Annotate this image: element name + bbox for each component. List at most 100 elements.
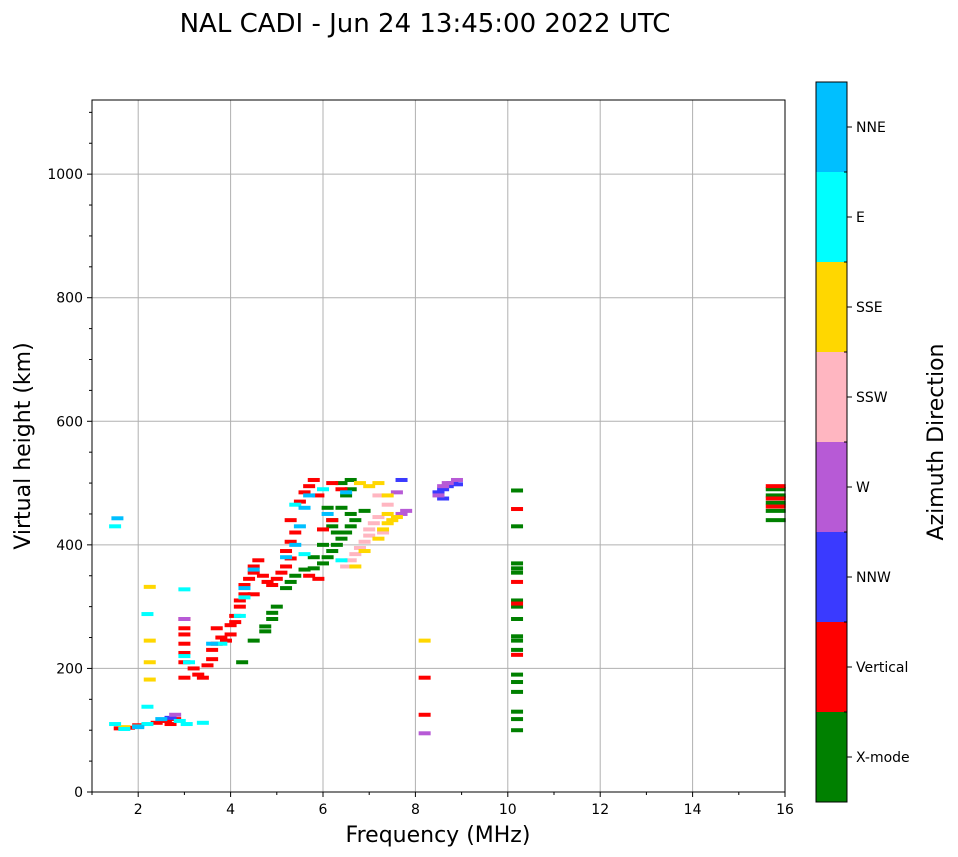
data-point-x-mode <box>344 524 357 529</box>
data-point-sse <box>349 564 362 569</box>
y-tick-label: 600 <box>56 414 83 430</box>
y-tick-label: 0 <box>74 785 83 801</box>
data-point-x-mode <box>266 617 279 621</box>
data-point-vertical <box>196 675 209 680</box>
colorbar-segment <box>816 442 847 532</box>
data-point-x-mode <box>270 604 283 609</box>
data-point-e <box>298 552 311 557</box>
data-point-sse <box>143 584 156 589</box>
data-point-nne <box>303 493 316 498</box>
x-tick-label: 2 <box>134 802 143 818</box>
data-point-ssw <box>349 552 362 557</box>
data-point-x-mode <box>298 567 311 572</box>
data-point-sse <box>377 527 390 532</box>
data-point-vertical <box>317 527 329 532</box>
data-point-x-mode <box>340 493 353 498</box>
data-point-nnw <box>432 490 445 495</box>
data-point-vertical <box>270 576 283 581</box>
data-point-nne <box>132 725 145 730</box>
data-point-vertical <box>418 675 431 680</box>
data-point-x-mode <box>259 624 272 629</box>
data-point-vertical <box>210 626 223 631</box>
data-point-ssw <box>363 527 376 532</box>
data-point-w <box>395 511 408 516</box>
data-point-sse <box>418 638 431 643</box>
data-point-nnw <box>437 487 450 492</box>
colorbar-segment <box>816 352 847 442</box>
data-point-sse <box>386 518 399 523</box>
data-point-ssw <box>367 521 380 526</box>
data-point-vertical <box>233 604 246 609</box>
data-point-nne <box>298 505 311 510</box>
data-point-x-mode <box>511 647 524 652</box>
data-point-sse <box>381 493 394 498</box>
data-point-vertical <box>256 573 269 578</box>
x-tick-label: 8 <box>411 802 420 818</box>
data-point-vertical <box>511 507 524 512</box>
data-point-vertical <box>178 675 191 680</box>
x-tick-label: 10 <box>499 802 517 818</box>
data-point-e <box>335 558 348 563</box>
data-point-x-mode <box>289 573 302 578</box>
data-point-nnw <box>395 477 408 482</box>
data-point-vertical <box>303 484 316 489</box>
data-point-x-mode <box>335 536 348 541</box>
data-point-x-mode <box>511 570 524 575</box>
data-point-x-mode <box>511 638 524 643</box>
data-point-w <box>450 477 463 482</box>
data-point-vertical <box>247 570 260 575</box>
data-point-x-mode <box>358 508 371 513</box>
data-point-vertical <box>252 558 265 563</box>
data-point-sse <box>358 549 371 554</box>
colorbar-segment <box>816 262 847 352</box>
data-point-w <box>390 490 403 495</box>
data-point-e <box>173 718 186 723</box>
data-point-sse <box>381 521 394 526</box>
data-point-x-mode <box>511 598 524 603</box>
data-point-x-mode <box>511 728 524 733</box>
data-point-x-mode <box>307 566 320 571</box>
data-point-sse <box>353 481 366 486</box>
data-point-x-mode <box>340 530 353 535</box>
data-point-vertical <box>418 712 431 717</box>
x-tick-label: 12 <box>591 802 609 818</box>
data-point-vertical <box>266 583 279 588</box>
data-point-e <box>233 613 246 618</box>
data-point-e <box>196 720 209 725</box>
data-point-x-mode <box>511 566 524 571</box>
data-point-sse <box>143 638 156 643</box>
data-point-ssw <box>358 539 371 544</box>
data-point-vertical <box>215 635 228 640</box>
colorbar: X-mode Vertical NNW W SSW SSE E NNE <box>816 82 910 802</box>
data-point-vertical <box>312 493 325 498</box>
x-axis-label: Frequency (MHz) <box>346 823 531 848</box>
data-point-vertical <box>511 579 524 584</box>
data-point-x-mode <box>511 689 524 694</box>
data-point-x-mode <box>765 487 786 492</box>
data-point-vertical <box>511 601 524 606</box>
data-point-x-mode <box>284 579 297 584</box>
data-point-nnw <box>437 496 450 501</box>
data-point-x-mode <box>765 508 786 513</box>
data-point-x-mode <box>326 524 339 529</box>
data-point-vertical <box>206 657 219 662</box>
data-point-e <box>183 660 196 665</box>
data-point-vertical <box>233 598 246 603</box>
data-point-x-mode <box>511 680 524 685</box>
data-point-x-mode <box>335 481 348 486</box>
colorbar-label-ssw: SSW <box>856 390 888 406</box>
data-point-x-mode <box>511 524 524 529</box>
x-tick-label: 6 <box>319 802 328 818</box>
data-point-vertical <box>335 487 348 492</box>
data-point-sse <box>372 481 385 486</box>
data-point-vertical <box>229 620 242 625</box>
data-point-ssw <box>344 558 357 563</box>
data-point-vertical <box>224 623 237 628</box>
data-point-x-mode <box>330 530 343 535</box>
data-point-vertical <box>307 477 320 482</box>
data-point-vertical <box>511 652 524 657</box>
data-point-e <box>178 654 191 659</box>
data-point-vertical <box>150 720 163 725</box>
data-point-e <box>141 722 154 727</box>
